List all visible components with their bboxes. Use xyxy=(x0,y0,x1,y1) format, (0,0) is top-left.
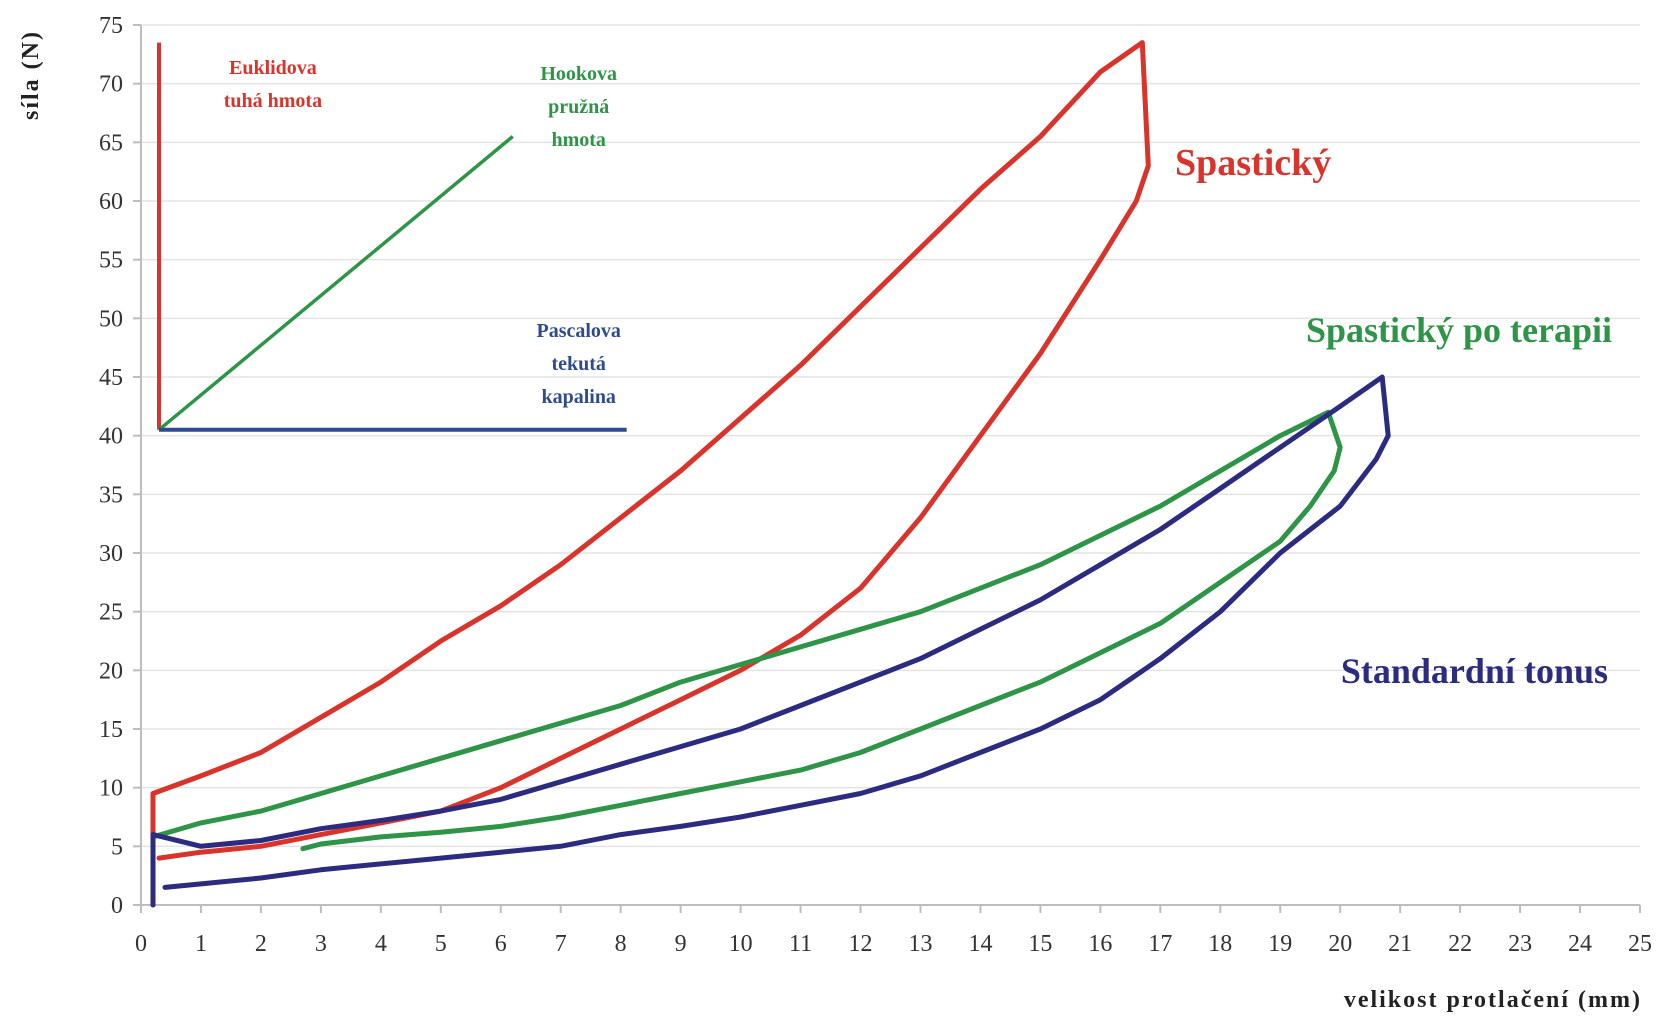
model-inset: Euklidova tuhá hmota Hookova pružná hmota Pas… xyxy=(156,42,627,432)
hooke-label: Hookova xyxy=(540,63,617,85)
y-tick-label: 0 xyxy=(111,893,123,919)
x-tick-label: 1 xyxy=(195,931,207,957)
x-tick-label: 17 xyxy=(1148,931,1172,957)
y-tick-label: 35 xyxy=(99,482,123,508)
series-label: Spastický po terapii xyxy=(1306,310,1612,350)
y-tick-label: 60 xyxy=(99,189,123,215)
euclid-label: Euklidova xyxy=(229,57,317,79)
x-tick-label: 12 xyxy=(849,931,873,957)
y-tick-label: 50 xyxy=(99,306,123,332)
x-tick-label: 0 xyxy=(135,931,147,957)
hooke-label: hmota xyxy=(551,129,605,151)
x-tick-label: 10 xyxy=(729,931,753,957)
x-tick-label: 19 xyxy=(1268,931,1292,957)
x-tick-label: 14 xyxy=(968,931,992,957)
pascal-label: kapalina xyxy=(541,386,615,408)
x-tick-label: 2 xyxy=(255,931,267,957)
x-tick-label: 20 xyxy=(1328,931,1352,957)
y-tick-label: 70 xyxy=(99,72,123,98)
x-tick-label: 21 xyxy=(1388,931,1412,957)
y-tick-label: 75 xyxy=(99,13,123,39)
x-tick-label: 13 xyxy=(908,931,932,957)
y-tick-label: 40 xyxy=(99,424,123,450)
x-tick-label: 8 xyxy=(615,931,627,957)
x-tick-label: 3 xyxy=(315,931,327,957)
x-tick-label: 4 xyxy=(375,931,387,957)
hooke-label: pružná xyxy=(548,96,609,118)
y-tick-label: 65 xyxy=(99,130,123,156)
x-tick-label: 22 xyxy=(1448,931,1472,957)
series-label: Standardní tonus xyxy=(1341,651,1608,691)
pascal-label: tekutá xyxy=(551,353,605,375)
hooke-model-line xyxy=(157,135,514,432)
x-tick-label: 24 xyxy=(1568,931,1592,957)
y-tick-label: 45 xyxy=(99,365,123,391)
series-line xyxy=(150,409,1343,852)
x-tick-label: 16 xyxy=(1088,931,1112,957)
x-tick-label: 23 xyxy=(1508,931,1532,957)
x-tick-label: 7 xyxy=(555,931,567,957)
x-tick-label: 15 xyxy=(1028,931,1052,957)
pascal-label: Pascalova xyxy=(536,320,620,342)
series-label: Spastický xyxy=(1175,142,1331,184)
y-tick-label: 20 xyxy=(99,658,123,684)
x-tick-label: 18 xyxy=(1208,931,1232,957)
x-tick-label: 6 xyxy=(495,931,507,957)
y-tick-label: 25 xyxy=(99,600,123,626)
y-tick-label: 55 xyxy=(99,248,123,274)
series-line xyxy=(150,40,1151,908)
series-layer xyxy=(150,40,1391,908)
y-axis-title: síla (N) xyxy=(18,30,44,120)
y-tick-label: 15 xyxy=(99,717,123,743)
x-tick-label: 11 xyxy=(789,931,812,957)
grid-layer xyxy=(141,24,1640,848)
euclid-label: tuhá hmota xyxy=(224,90,322,112)
x-tick-label: 9 xyxy=(675,931,687,957)
x-tick-label: 5 xyxy=(435,931,447,957)
series-line xyxy=(150,374,1391,908)
y-tick-label: 5 xyxy=(111,834,123,860)
series-label-layer: Spastický Spastický po terapii Standardní … xyxy=(1175,142,1612,691)
x-axis-title: velikost protlačení (mm) xyxy=(1344,987,1642,1013)
y-tick-label: 10 xyxy=(99,776,123,802)
x-tick-label: 25 xyxy=(1628,931,1652,957)
y-tick-label: 30 xyxy=(99,541,123,567)
